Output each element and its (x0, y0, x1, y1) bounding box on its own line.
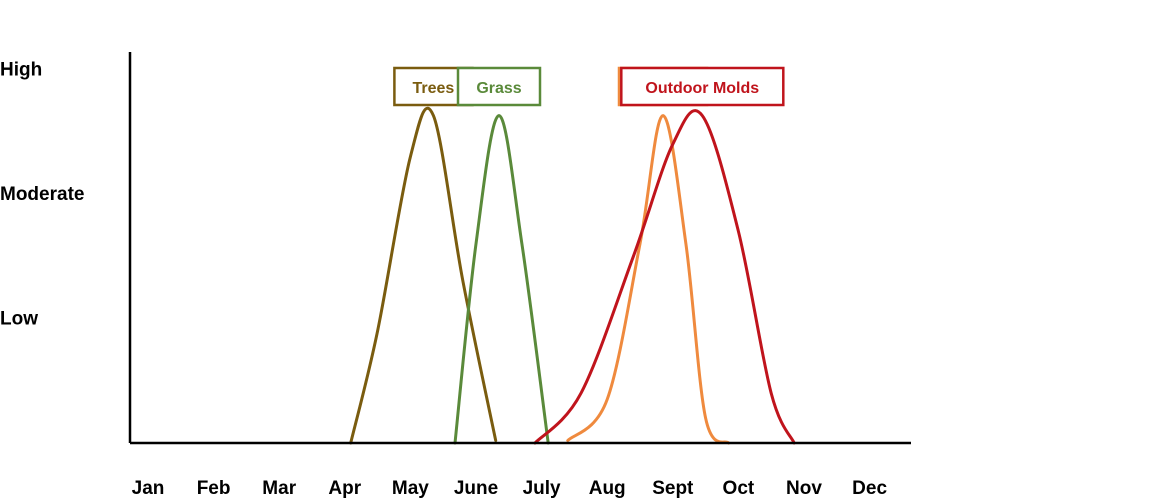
series-line-grass (453, 114, 550, 445)
x-tick-label: July (523, 478, 561, 499)
y-tick-labels: Low Moderate High (0, 60, 84, 330)
x-tick-label: May (392, 478, 429, 499)
legend-label: Grass (476, 80, 521, 97)
legend-box (620, 66, 785, 107)
x-tick-label: Aug (589, 478, 626, 499)
x-tick-labels: Jan Feb Mar Apr May June July Aug Sept Oct Nov Dec (132, 478, 888, 499)
y-tick-label: High (0, 60, 42, 81)
series-line-weeds (566, 114, 731, 445)
legend-grass: Grass (456, 66, 542, 107)
y-tick-label: Low (0, 309, 38, 330)
series-curves (349, 106, 796, 445)
x-tick-label: Apr (328, 478, 361, 499)
legend-outdoor-molds: Outdoor Molds (620, 66, 785, 107)
legend-box (456, 66, 542, 107)
x-tick-label: Dec (852, 478, 887, 499)
series-labels: TreesGrassWeedsOutdoor Molds (393, 66, 785, 107)
x-tick-label: Sept (652, 478, 694, 499)
x-tick-label: June (454, 478, 498, 499)
x-tick-label: Oct (723, 478, 755, 499)
x-tick-label: Feb (197, 478, 231, 499)
x-tick-label: Mar (262, 478, 296, 499)
y-tick-label: Moderate (0, 184, 84, 205)
series-line-outdoor-molds (533, 109, 796, 445)
x-tick-label: Jan (132, 478, 165, 499)
legend-label: Trees (412, 80, 454, 97)
series-line-trees (349, 106, 498, 445)
legend-label: Outdoor Molds (645, 80, 759, 97)
x-tick-label: Nov (786, 478, 822, 499)
